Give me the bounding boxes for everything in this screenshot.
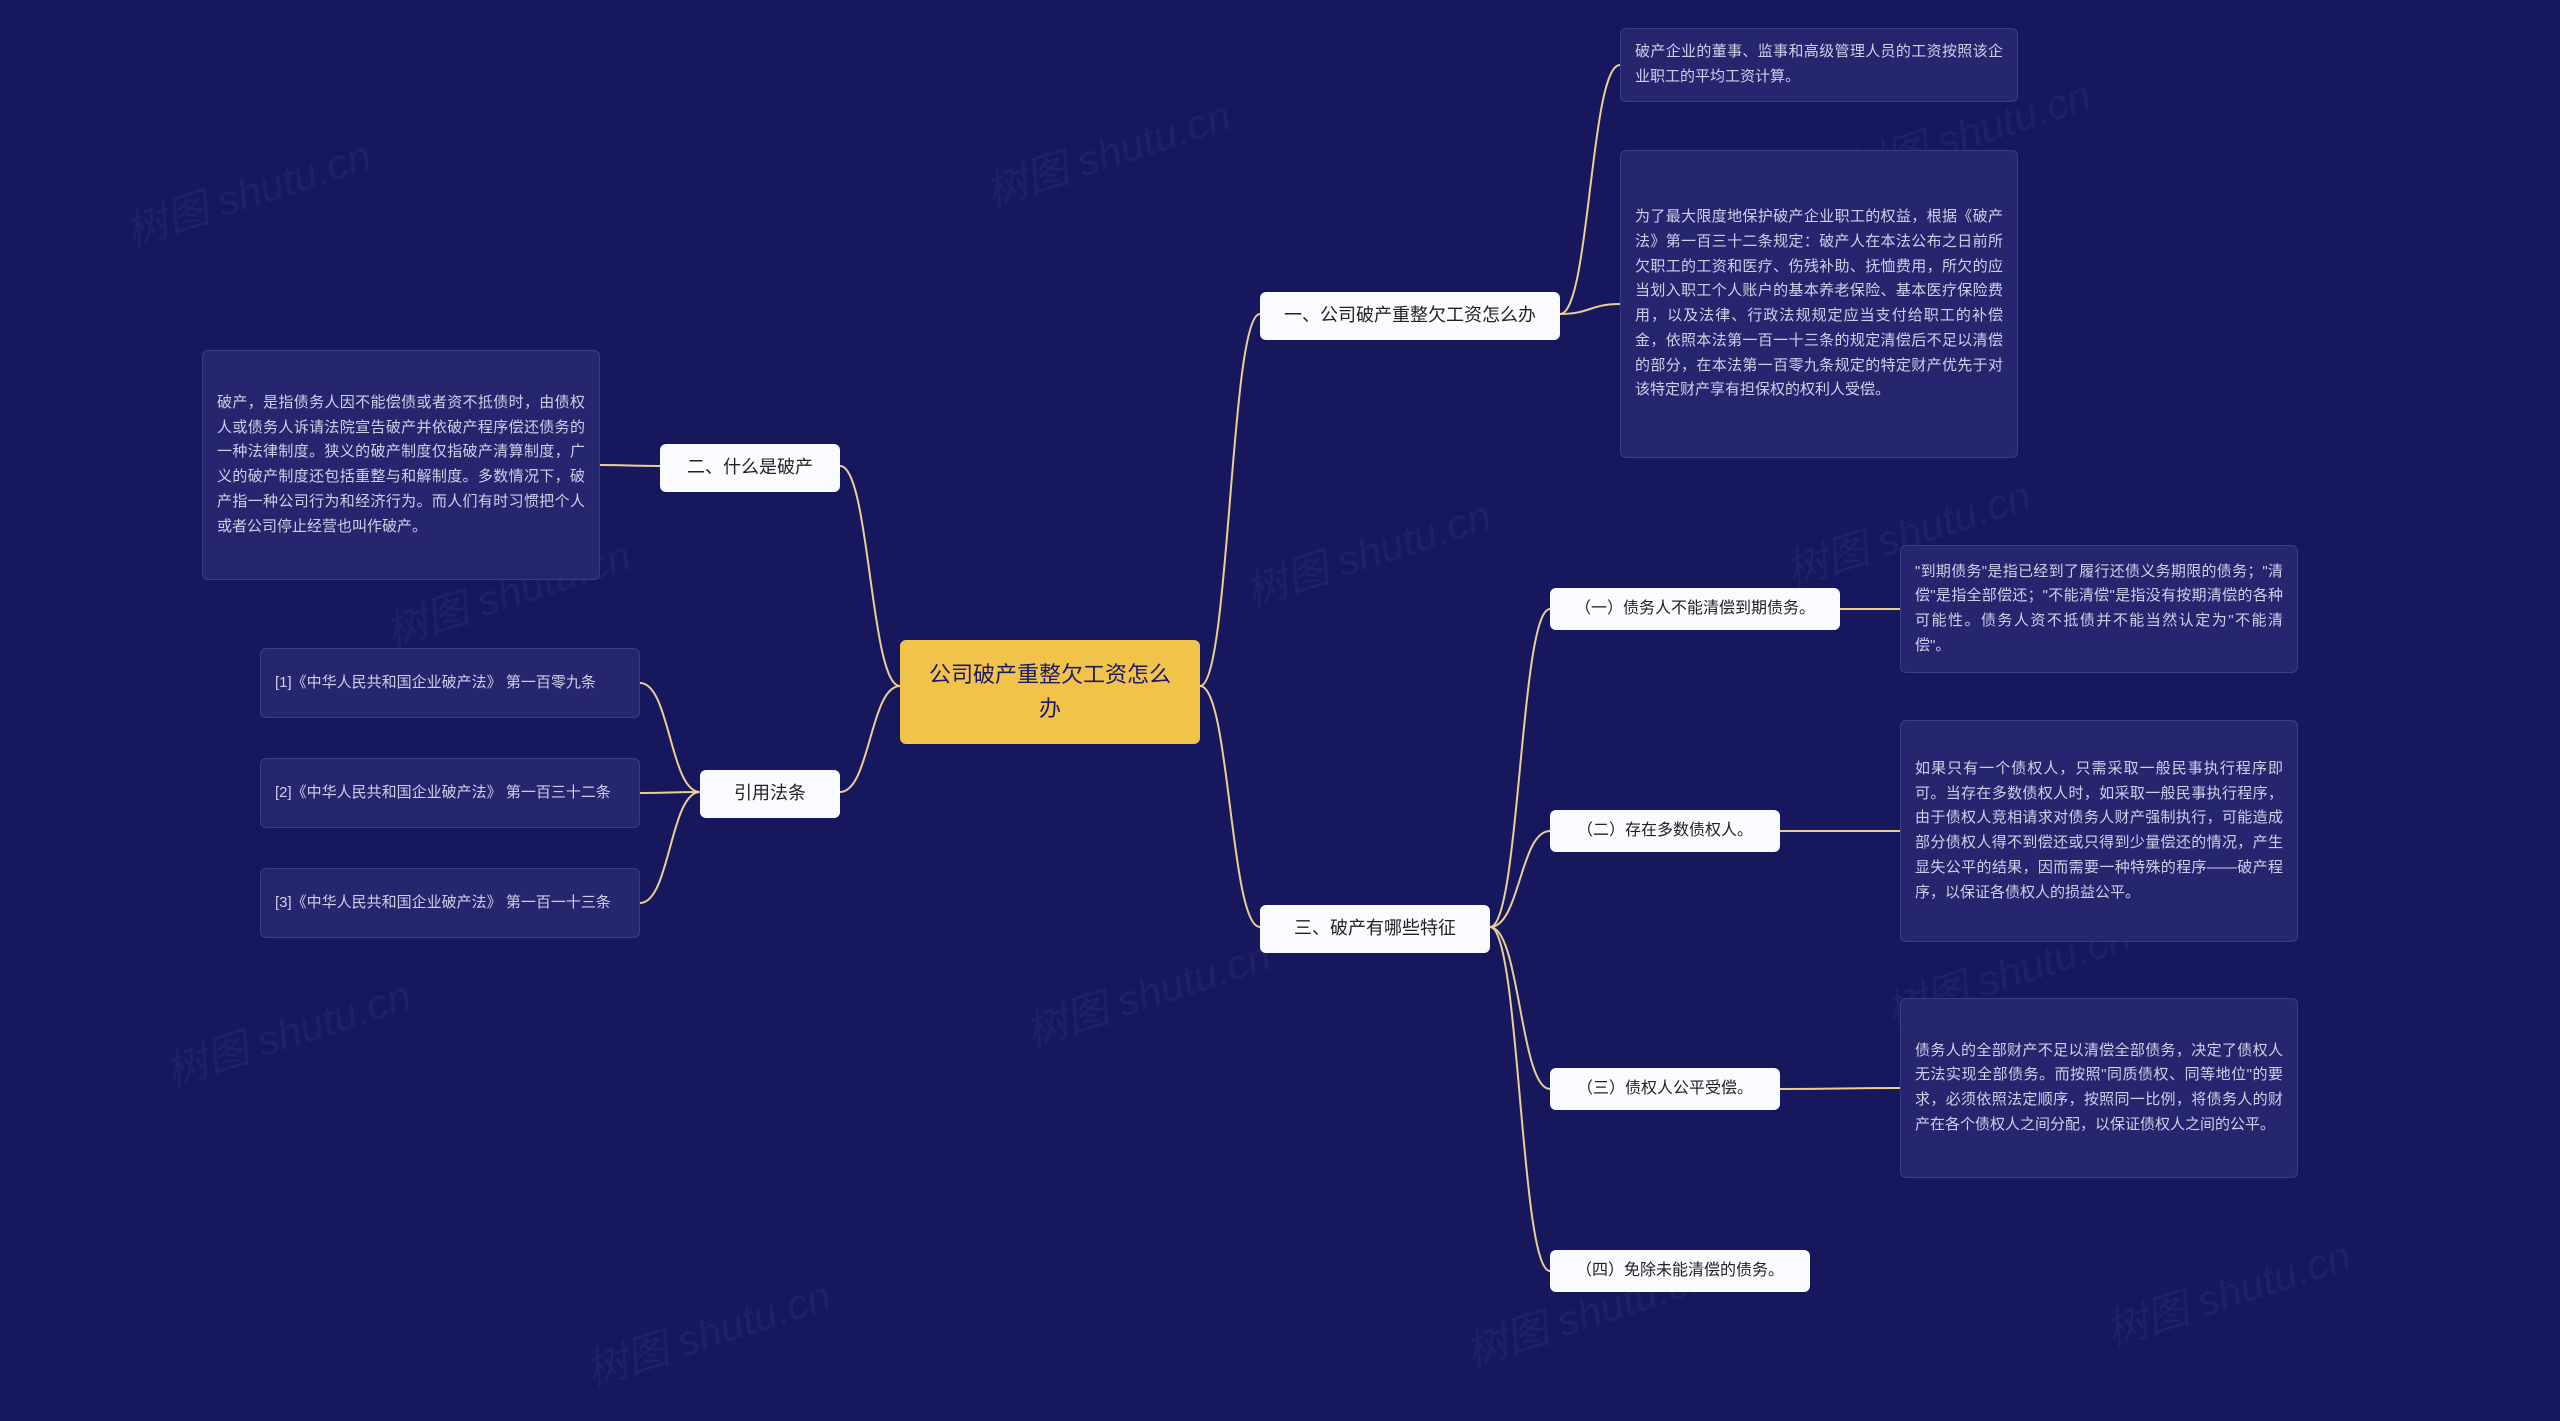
watermark: 树图 shutu.cn [2097, 1222, 2358, 1359]
watermark: 树图 shutu.cn [117, 122, 378, 259]
branch-r3[interactable]: 三、破产有哪些特征 [1260, 905, 1490, 953]
watermark: 树图 shutu.cn [977, 82, 1238, 219]
subbranch-r3d[interactable]: （四）免除未能清偿的债务。 [1550, 1250, 1810, 1292]
leaf-r3a1[interactable]: "到期债务"是指已经到了履行还债义务期限的债务；"清偿"是指全部偿还；"不能清偿… [1900, 545, 2298, 673]
mindmap-root[interactable]: 公司破产重整欠工资怎么办 [900, 640, 1200, 744]
leaf-l2a[interactable]: 破产，是指债务人因不能偿债或者资不抵债时，由债权人或债务人诉请法院宣告破产并依破… [202, 350, 600, 580]
leaf-l3a[interactable]: [1]《中华人民共和国企业破产法》 第一百零九条 [260, 648, 640, 718]
watermark: 树图 shutu.cn [1237, 482, 1498, 619]
leaf-r3c1[interactable]: 债务人的全部财产不足以清偿全部债务，决定了债权人无法实现全部债务。而按照"同质债… [1900, 998, 2298, 1178]
branch-l3[interactable]: 引用法条 [700, 770, 840, 818]
branch-r1[interactable]: 一、公司破产重整欠工资怎么办 [1260, 292, 1560, 340]
leaf-r3b1[interactable]: 如果只有一个债权人，只需采取一般民事执行程序即可。当存在多数债权人时，如采取一般… [1900, 720, 2298, 942]
watermark: 树图 shutu.cn [577, 1262, 838, 1399]
watermark: 树图 shutu.cn [1017, 922, 1278, 1059]
leaf-r1b[interactable]: 为了最大限度地保护破产企业职工的权益，根据《破产法》第一百三十二条规定：破产人在… [1620, 150, 2018, 458]
leaf-l3c[interactable]: [3]《中华人民共和国企业破产法》 第一百一十三条 [260, 868, 640, 938]
branch-l2[interactable]: 二、什么是破产 [660, 444, 840, 492]
leaf-r1a[interactable]: 破产企业的董事、监事和高级管理人员的工资按照该企业职工的平均工资计算。 [1620, 28, 2018, 102]
subbranch-r3b[interactable]: （二）存在多数债权人。 [1550, 810, 1780, 852]
watermark: 树图 shutu.cn [157, 962, 418, 1099]
subbranch-r3c[interactable]: （三）债权人公平受偿。 [1550, 1068, 1780, 1110]
subbranch-r3a[interactable]: （一）债务人不能清偿到期债务。 [1550, 588, 1840, 630]
leaf-l3b[interactable]: [2]《中华人民共和国企业破产法》 第一百三十二条 [260, 758, 640, 828]
